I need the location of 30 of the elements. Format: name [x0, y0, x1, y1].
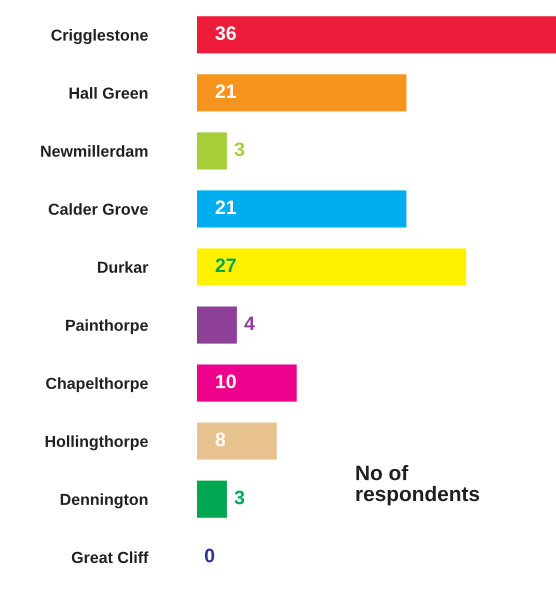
bar — [197, 480, 227, 518]
bar — [197, 74, 406, 112]
y-tick-label: Chapelthorpe — [46, 377, 148, 392]
data-label: 3 — [234, 490, 244, 504]
bar — [197, 306, 237, 344]
y-tick-label: Durkar — [98, 261, 148, 273]
bar — [197, 422, 277, 460]
bar — [197, 16, 556, 54]
y-tick-label: Calder Grove — [48, 203, 148, 215]
data-label: 0 — [204, 548, 214, 562]
data-label: 36 — [215, 26, 236, 40]
annotation: No of respondents — [356, 465, 480, 506]
data-label: 4 — [244, 316, 255, 330]
data-label: 21 — [216, 200, 236, 214]
bar — [197, 190, 406, 228]
bar — [197, 132, 227, 170]
y-tick-label: Newmillerdam — [41, 145, 148, 157]
bar — [197, 364, 297, 402]
data-label: 21 — [216, 84, 236, 98]
y-tick-label: Painthorpe — [66, 319, 148, 334]
data-label: 10 — [216, 374, 236, 388]
y-tick-label: Hall Green — [70, 87, 148, 99]
data-label: 8 — [216, 432, 226, 446]
y-tick-label: Hollingthorpe — [46, 435, 148, 450]
data-label: 3 — [234, 142, 244, 156]
data-label: 27 — [216, 258, 236, 272]
y-tick-label: Great Cliff — [72, 551, 148, 564]
bar — [197, 248, 466, 286]
y-tick-label: Crigglestone — [51, 29, 148, 44]
y-tick-label: Dennington — [60, 493, 148, 508]
